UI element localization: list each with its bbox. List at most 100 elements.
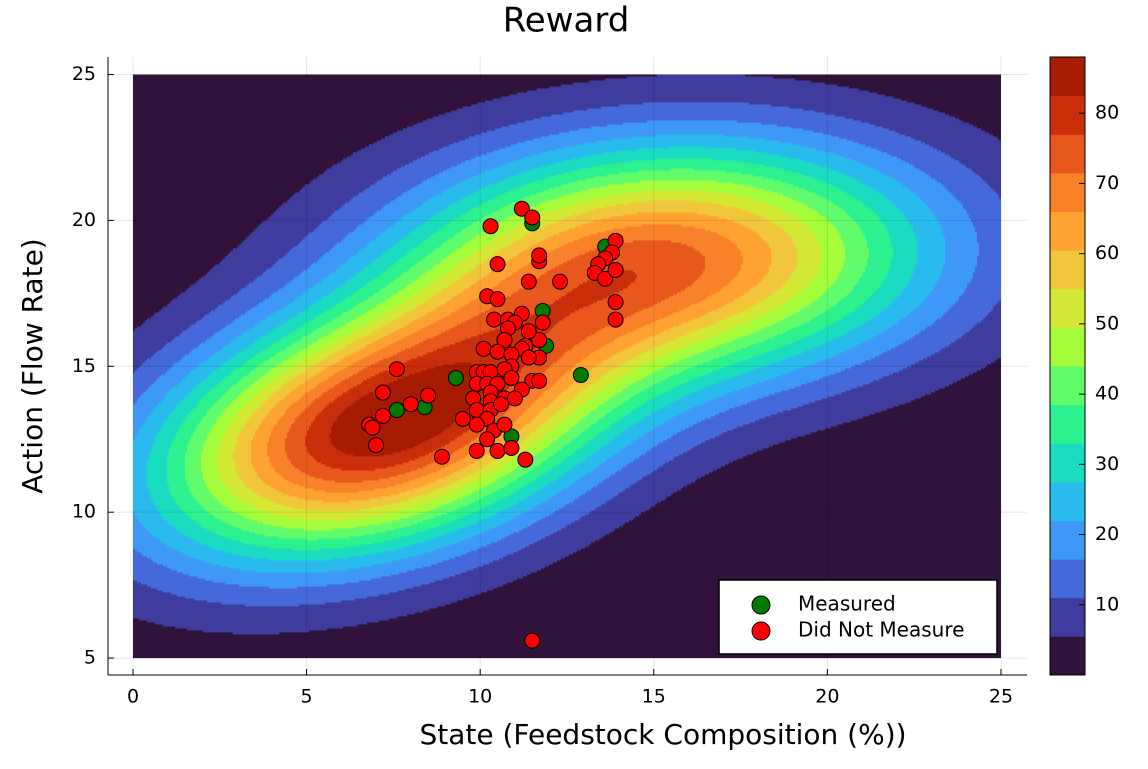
contour-band bbox=[634, 458, 674, 462]
contour-band bbox=[570, 158, 656, 162]
contour-band bbox=[500, 126, 592, 130]
contour-band bbox=[396, 292, 418, 296]
contour-band bbox=[778, 320, 810, 324]
contour-band bbox=[218, 366, 240, 370]
contour-band bbox=[638, 420, 666, 424]
contour-band bbox=[646, 120, 738, 124]
contour-band bbox=[642, 102, 750, 106]
contour-band bbox=[232, 248, 292, 252]
contour-band bbox=[406, 324, 430, 328]
contour-band bbox=[492, 502, 518, 506]
contour-band bbox=[152, 444, 172, 448]
contour-band bbox=[132, 558, 152, 562]
contour-band bbox=[444, 494, 468, 498]
contour-band bbox=[250, 370, 270, 374]
contour-band bbox=[230, 322, 260, 326]
contour-band bbox=[440, 244, 464, 248]
contour-band bbox=[238, 380, 256, 384]
contour-band bbox=[914, 234, 944, 238]
contour-band bbox=[776, 192, 816, 196]
contour-band bbox=[450, 440, 472, 444]
contour-band bbox=[226, 506, 254, 510]
contour-band bbox=[334, 384, 358, 388]
contour-band bbox=[518, 430, 536, 434]
contour-band bbox=[560, 408, 578, 412]
contour-band bbox=[616, 366, 640, 370]
contour-band bbox=[720, 380, 764, 384]
contour-band bbox=[572, 482, 600, 486]
contour-band bbox=[556, 380, 576, 384]
contour-band bbox=[674, 350, 704, 354]
contour-band bbox=[212, 514, 242, 518]
contour-band bbox=[132, 230, 254, 234]
contour-band bbox=[482, 276, 508, 280]
contour-band bbox=[250, 398, 268, 402]
contour-band bbox=[880, 310, 912, 314]
contour-band bbox=[448, 558, 500, 562]
contour-band bbox=[430, 282, 454, 286]
contour-band bbox=[580, 156, 790, 160]
contour-band bbox=[542, 178, 586, 182]
contour-band bbox=[278, 388, 296, 392]
contour-band bbox=[424, 540, 462, 544]
contour-band bbox=[502, 486, 524, 490]
contour-band bbox=[916, 262, 946, 266]
contour-band bbox=[148, 414, 170, 418]
contour-band bbox=[308, 452, 346, 456]
contour-band bbox=[768, 244, 796, 248]
contour-band bbox=[240, 314, 272, 318]
contour-band bbox=[716, 180, 782, 184]
contour-band bbox=[230, 340, 256, 344]
contour-band bbox=[170, 490, 192, 494]
contour-band bbox=[478, 458, 498, 462]
contour-band bbox=[658, 466, 722, 470]
contour-band bbox=[604, 460, 634, 464]
contour-band bbox=[134, 512, 162, 516]
contour-band bbox=[796, 254, 822, 258]
contour-band bbox=[576, 550, 1001, 554]
contour-band bbox=[584, 402, 604, 406]
contour-band bbox=[206, 358, 230, 362]
contour-band bbox=[362, 480, 410, 484]
contour-band bbox=[274, 488, 314, 492]
contour-band bbox=[600, 362, 624, 366]
contour-band bbox=[132, 376, 160, 380]
contour-band bbox=[844, 390, 936, 394]
contour-band bbox=[340, 380, 364, 384]
contour-band bbox=[724, 170, 792, 174]
contour-band bbox=[842, 242, 868, 246]
contour-band bbox=[718, 356, 754, 360]
contour-band bbox=[694, 480, 1001, 484]
contour-band bbox=[524, 284, 580, 288]
contour-band bbox=[214, 496, 238, 500]
contour-band bbox=[132, 468, 148, 472]
contour-band bbox=[306, 450, 342, 454]
contour-band bbox=[540, 214, 574, 218]
contour-band bbox=[234, 450, 252, 454]
contour-band bbox=[158, 510, 184, 514]
contour-band bbox=[406, 284, 430, 288]
contour-band bbox=[216, 498, 240, 502]
contour-band bbox=[584, 142, 792, 146]
contour-band bbox=[646, 474, 706, 478]
contour-band bbox=[442, 504, 468, 508]
contour-band bbox=[774, 322, 806, 326]
contour-band bbox=[230, 372, 250, 376]
contour-band bbox=[820, 254, 846, 258]
contour-band bbox=[132, 502, 154, 506]
contour-band bbox=[894, 204, 928, 208]
contour-band bbox=[436, 470, 458, 474]
contour-band bbox=[532, 168, 582, 172]
contour-band bbox=[328, 570, 408, 574]
contour-band bbox=[570, 426, 590, 430]
contour-band bbox=[396, 616, 1001, 620]
contour-band bbox=[156, 588, 406, 592]
contour-band bbox=[308, 630, 1001, 634]
contour-band bbox=[338, 286, 364, 290]
contour-band bbox=[522, 366, 550, 370]
contour-band bbox=[448, 314, 478, 318]
contour-band bbox=[498, 148, 558, 152]
contour-band bbox=[946, 188, 994, 192]
contour-band bbox=[842, 240, 868, 244]
contour-band bbox=[386, 334, 410, 338]
